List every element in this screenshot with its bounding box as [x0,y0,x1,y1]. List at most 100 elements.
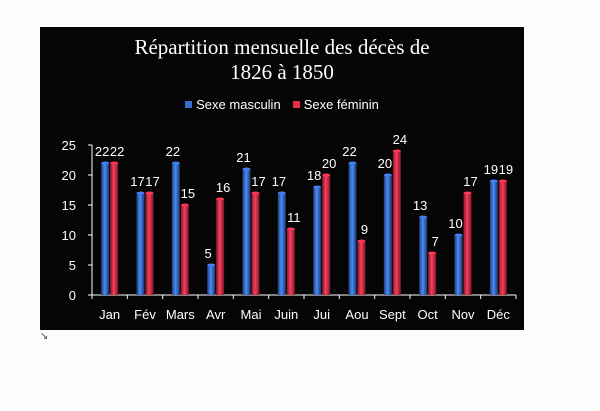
bar-male-cap [207,263,216,267]
data-label-male: 22 [95,144,109,159]
x-tick-label: Aou [345,307,368,322]
bar-male [207,265,216,295]
data-label-male: 19 [484,162,498,177]
y-tick-label: 10 [62,228,76,243]
bar-male [242,169,251,295]
data-label-female: 7 [432,234,439,249]
bar-male-cap [383,173,392,177]
x-tick-label: Avr [206,307,226,322]
bar-male-cap [454,233,463,237]
x-tick-label: Fév [134,307,156,322]
chart-panel: Répartition mensuelle des décès de 1826 … [40,27,524,330]
bar-male [313,187,322,295]
bar-female [357,241,366,295]
bar-female-cap [498,179,507,183]
bar-female-cap [145,191,154,195]
corner-mark: ↘ [40,331,49,342]
legend-item-male: Sexe masculin [185,97,281,112]
chart-title: Répartition mensuelle des décès de 1826 … [40,35,524,85]
bar-male [348,163,357,295]
data-label-female: 19 [499,162,513,177]
bar-male-cap [277,191,286,195]
bar-male-cap [101,161,110,165]
bar-male-cap [489,179,498,183]
bar-female [110,163,119,295]
bar-male-cap [348,161,357,165]
bar-female [392,151,401,295]
data-label-male: 22 [342,144,356,159]
bar-female [216,199,225,295]
data-label-female: 22 [110,144,124,159]
x-tick-label: Jui [313,307,330,322]
data-label-female: 17 [145,174,159,189]
bar-female [498,181,507,295]
bar-female-cap [322,173,331,177]
data-label-male: 17 [130,174,144,189]
bar-male-cap [313,185,322,189]
y-tick-label: 0 [69,288,76,303]
bar-female [463,193,472,295]
bar-male [454,235,463,295]
bar-female-cap [428,251,437,255]
bar-male [419,217,428,295]
bar-male [277,193,286,295]
y-tick-label: 15 [62,198,76,213]
bar-female-cap [286,227,295,231]
legend-label-male: Sexe masculin [196,97,281,112]
x-tick-label: Mai [241,307,262,322]
bar-female-cap [216,197,225,201]
legend-item-female: Sexe féminin [292,97,379,112]
legend: Sexe masculin Sexe féminin [40,97,524,112]
data-label-male: 5 [205,246,212,261]
data-label-female: 9 [361,222,368,237]
bar-female [428,253,437,295]
data-label-female: 20 [322,156,336,171]
chart-title-line-1: Répartition mensuelle des décès de [134,35,430,59]
bar-female [145,193,154,295]
bar-male [101,163,110,295]
bar-male [171,163,180,295]
y-tick-label: 25 [62,138,76,153]
bar-female-cap [357,239,366,243]
bar-female [322,175,331,295]
bar-male-cap [136,191,145,195]
data-label-male: 18 [307,168,321,183]
x-tick-label: Juin [274,307,298,322]
bar-male-cap [419,215,428,219]
bar-male-cap [242,167,251,171]
legend-swatch-female [292,101,300,108]
bar-male [136,193,145,295]
legend-swatch-male [185,101,193,108]
bar-female-cap [463,191,472,195]
bar-male [383,175,392,295]
legend-label-female: Sexe féminin [303,97,379,112]
x-tick-label: Jan [99,307,120,322]
x-tick-label: Déc [487,307,511,322]
data-label-male: 20 [378,156,392,171]
bar-female [286,229,295,295]
bar-female-cap [392,149,401,153]
data-label-female: 15 [181,186,195,201]
bar-female-cap [180,203,189,207]
data-label-female: 11 [287,210,301,225]
bar-female [251,193,260,295]
data-label-male: 10 [448,216,462,231]
y-tick-label: 5 [69,258,76,273]
x-tick-label: Oct [418,307,439,322]
data-label-male: 13 [413,198,427,213]
plot-area: 0 5 10 15 20 25 Jan Fév Mars Avr Mai Juin Jui Aou Sept… [62,132,517,322]
data-label-male: 21 [236,150,250,165]
x-tick-label: Nov [451,307,475,322]
bar-female-cap [251,191,260,195]
data-label-female: 17 [251,174,265,189]
bar-male-cap [171,161,180,165]
bar-female [180,205,189,295]
data-label-female: 17 [463,174,477,189]
data-label-male: 22 [166,144,180,159]
bar-female-cap [110,161,119,165]
data-label-female: 16 [216,180,230,195]
data-label-female: 24 [393,132,407,147]
bar-male [489,181,498,295]
data-label-male: 17 [272,174,286,189]
x-tick-label: Mars [166,307,195,322]
